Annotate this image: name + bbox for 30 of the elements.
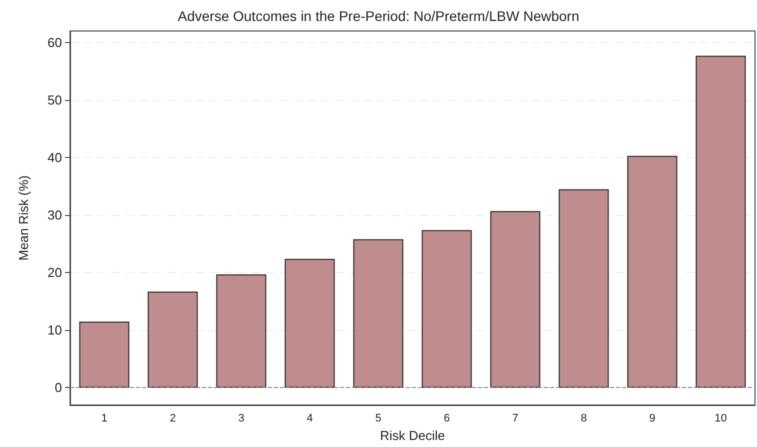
bar: [696, 56, 746, 388]
x-tick-label: 4: [306, 412, 313, 424]
x-tick-label: 2: [170, 412, 176, 424]
bar: [216, 274, 266, 388]
y-tick-label: 20: [48, 265, 62, 280]
x-tick-label: 6: [444, 412, 450, 424]
bar: [148, 292, 198, 388]
x-tick-label: 5: [375, 412, 382, 424]
y-tick-label: 40: [48, 150, 62, 166]
y-tick-label: 50: [48, 92, 62, 108]
chart-title: Adverse Outcomes in the Pre-Period: No/Preterm/LBW Newborn: [178, 8, 580, 24]
bar: [558, 189, 609, 388]
y-tick-label: 60: [48, 35, 62, 50]
x-tick-label: 1: [101, 412, 108, 424]
bar: [490, 211, 540, 388]
x-tick-label: 8: [580, 412, 587, 424]
y-tick-label: 0: [54, 380, 62, 396]
y-axis-title: Mean Risk (%): [16, 175, 31, 261]
bar: [353, 239, 404, 388]
x-tick-label: 7: [512, 412, 518, 424]
y-tick-label: 10: [48, 322, 62, 338]
bar: [627, 156, 678, 388]
x-tick-label: 10: [714, 412, 727, 424]
bar: [284, 258, 335, 388]
bar: [79, 322, 130, 388]
y-tick-label: 30: [48, 208, 62, 223]
x-axis-title: Risk Decile: [380, 428, 446, 443]
x-tick-label: 3: [238, 412, 244, 424]
bar: [422, 230, 472, 388]
x-tick-label: 9: [649, 412, 656, 424]
